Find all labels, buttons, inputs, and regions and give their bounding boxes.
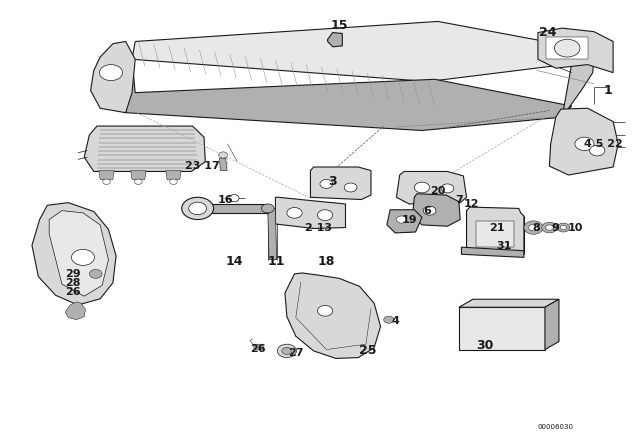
Circle shape bbox=[529, 224, 538, 231]
Polygon shape bbox=[212, 204, 268, 213]
Text: 28: 28 bbox=[65, 278, 81, 288]
Circle shape bbox=[396, 216, 406, 223]
Text: 31: 31 bbox=[496, 241, 511, 251]
Circle shape bbox=[541, 222, 557, 233]
Text: 20: 20 bbox=[430, 185, 445, 196]
Polygon shape bbox=[310, 167, 371, 199]
Circle shape bbox=[557, 223, 570, 232]
Polygon shape bbox=[91, 42, 135, 113]
Circle shape bbox=[344, 183, 357, 192]
Polygon shape bbox=[125, 59, 572, 130]
Circle shape bbox=[317, 306, 333, 316]
Circle shape bbox=[575, 137, 594, 151]
Circle shape bbox=[554, 39, 580, 57]
Polygon shape bbox=[467, 207, 524, 254]
Circle shape bbox=[182, 197, 214, 220]
Polygon shape bbox=[65, 302, 86, 320]
Polygon shape bbox=[32, 202, 116, 305]
Polygon shape bbox=[459, 299, 559, 307]
Text: 14: 14 bbox=[225, 255, 243, 268]
Polygon shape bbox=[538, 28, 613, 73]
Circle shape bbox=[229, 194, 239, 202]
Polygon shape bbox=[545, 299, 559, 349]
Circle shape bbox=[384, 316, 394, 323]
Text: 24: 24 bbox=[540, 26, 557, 39]
Polygon shape bbox=[285, 273, 381, 358]
Circle shape bbox=[441, 184, 454, 193]
Circle shape bbox=[282, 347, 292, 354]
Polygon shape bbox=[562, 48, 594, 117]
Circle shape bbox=[287, 207, 302, 218]
Circle shape bbox=[102, 179, 110, 185]
Text: 18: 18 bbox=[317, 255, 335, 268]
Circle shape bbox=[317, 210, 333, 220]
Text: 9: 9 bbox=[552, 224, 560, 233]
Circle shape bbox=[414, 182, 429, 193]
Text: 2 13: 2 13 bbox=[305, 224, 332, 233]
Text: 6: 6 bbox=[423, 206, 431, 215]
Polygon shape bbox=[328, 33, 342, 47]
Bar bbox=[546, 37, 588, 59]
Circle shape bbox=[560, 225, 566, 230]
Circle shape bbox=[189, 202, 207, 215]
Text: 7: 7 bbox=[455, 194, 463, 205]
Text: 3: 3 bbox=[328, 175, 337, 188]
Polygon shape bbox=[268, 208, 276, 260]
Text: 29: 29 bbox=[65, 269, 81, 279]
Text: 1: 1 bbox=[604, 84, 612, 97]
Text: 4 5 22: 4 5 22 bbox=[584, 139, 623, 149]
Circle shape bbox=[219, 152, 228, 158]
Circle shape bbox=[277, 344, 296, 358]
Circle shape bbox=[320, 180, 333, 188]
Circle shape bbox=[134, 179, 142, 185]
Polygon shape bbox=[412, 194, 460, 226]
Polygon shape bbox=[461, 247, 524, 258]
Polygon shape bbox=[99, 171, 114, 180]
Text: 19: 19 bbox=[401, 215, 417, 224]
Polygon shape bbox=[131, 171, 146, 180]
Polygon shape bbox=[220, 158, 227, 171]
Circle shape bbox=[170, 179, 177, 185]
Circle shape bbox=[72, 250, 95, 265]
Polygon shape bbox=[253, 344, 264, 349]
Text: 25: 25 bbox=[359, 345, 376, 358]
Text: 15: 15 bbox=[330, 19, 348, 32]
Polygon shape bbox=[549, 108, 618, 175]
Polygon shape bbox=[459, 307, 545, 349]
Circle shape bbox=[524, 221, 543, 234]
Text: 4: 4 bbox=[391, 316, 399, 326]
Text: 12: 12 bbox=[464, 199, 479, 209]
Text: 27: 27 bbox=[288, 348, 303, 358]
Bar bbox=[476, 221, 515, 247]
Circle shape bbox=[423, 206, 436, 215]
Text: 26: 26 bbox=[65, 287, 81, 297]
Circle shape bbox=[545, 225, 553, 230]
Polygon shape bbox=[275, 197, 346, 228]
Circle shape bbox=[261, 204, 274, 213]
Circle shape bbox=[90, 269, 102, 278]
Text: 21: 21 bbox=[490, 224, 505, 233]
Text: 16: 16 bbox=[218, 194, 234, 205]
Text: 10: 10 bbox=[567, 224, 582, 233]
Text: 11: 11 bbox=[268, 255, 285, 268]
Text: 8: 8 bbox=[532, 224, 541, 233]
Text: 00006030: 00006030 bbox=[538, 423, 574, 430]
Polygon shape bbox=[132, 22, 581, 82]
Text: 30: 30 bbox=[476, 339, 493, 352]
Polygon shape bbox=[166, 171, 181, 180]
Polygon shape bbox=[84, 126, 205, 172]
Circle shape bbox=[100, 65, 122, 81]
Polygon shape bbox=[49, 211, 108, 296]
Polygon shape bbox=[396, 172, 467, 204]
Polygon shape bbox=[387, 210, 422, 233]
Text: 26: 26 bbox=[250, 344, 266, 353]
Text: 23 17: 23 17 bbox=[185, 161, 220, 171]
Circle shape bbox=[589, 145, 605, 156]
